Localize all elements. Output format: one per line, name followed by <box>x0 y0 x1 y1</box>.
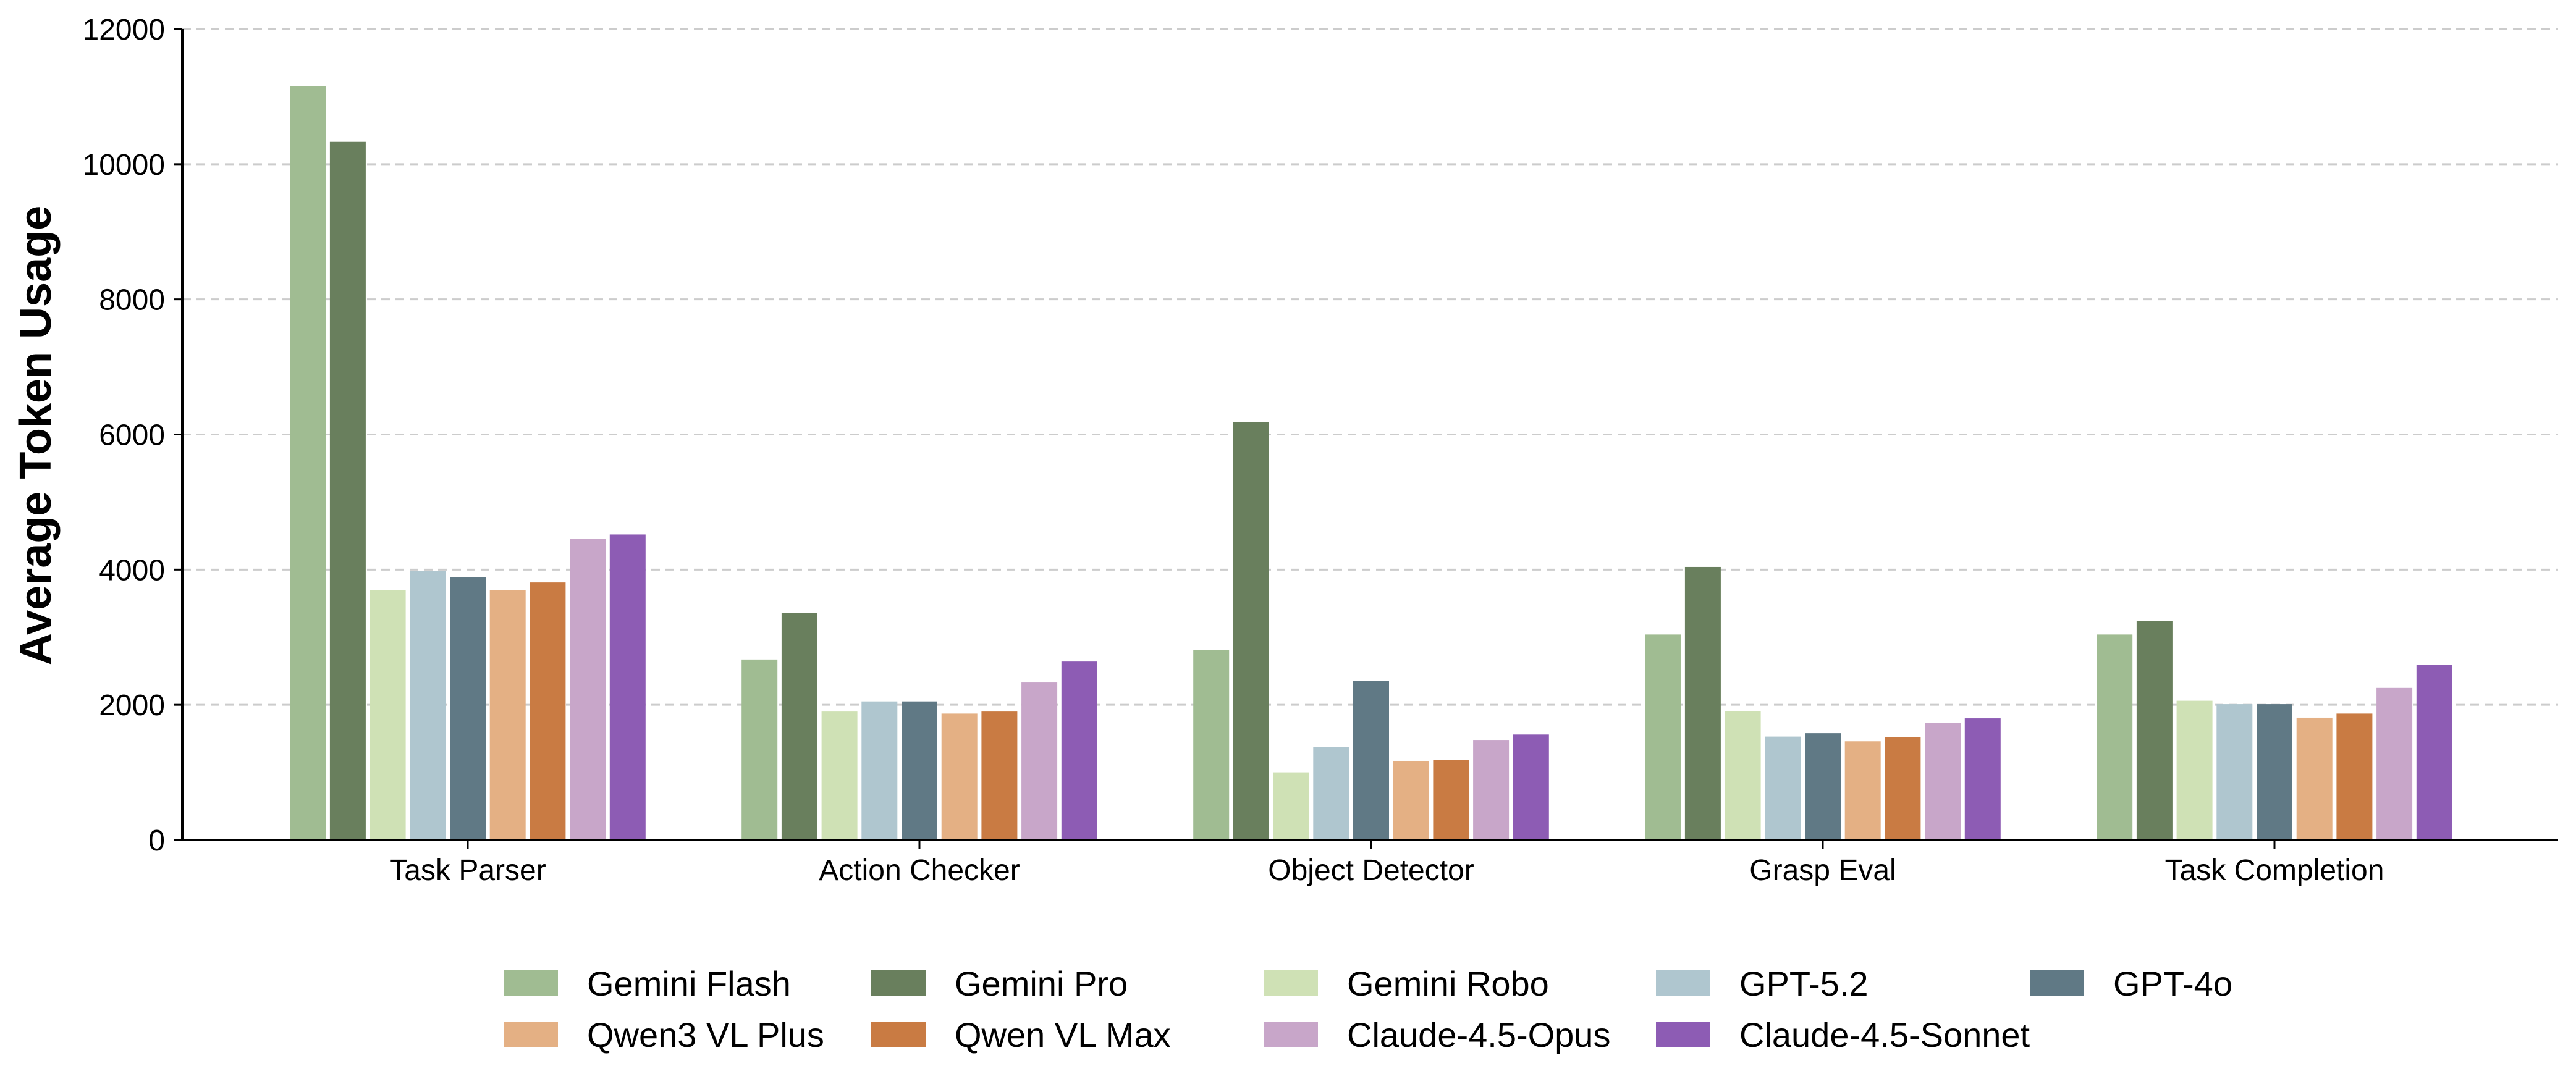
bar <box>570 539 606 840</box>
legend-swatch <box>504 1022 558 1047</box>
bar <box>1725 711 1761 840</box>
bar <box>1393 760 1429 840</box>
bar <box>2216 704 2253 840</box>
bar <box>329 141 366 840</box>
bar <box>2296 717 2333 840</box>
bar <box>450 577 486 840</box>
legend-label: Gemini Flash <box>587 964 791 1003</box>
x-ticks: Task Parser Action Checker Object Detector… <box>389 840 2384 887</box>
bar <box>1193 650 1230 840</box>
bar <box>1684 566 1721 840</box>
bar <box>861 701 898 840</box>
bar <box>370 590 406 840</box>
bar <box>2097 634 2133 840</box>
bar <box>1353 681 1389 840</box>
legend-label: Claude-4.5-Opus <box>1347 1015 1610 1054</box>
legend-swatch <box>871 970 926 996</box>
x-tick-label: Object Detector <box>1268 854 1474 887</box>
x-tick-label: Action Checker <box>819 854 1020 887</box>
bar <box>1433 760 1469 840</box>
bar <box>609 534 646 840</box>
legend-swatch <box>2030 970 2084 996</box>
bar <box>290 86 326 841</box>
x-tick-label: Task Completion <box>2165 854 2384 887</box>
legend-swatch <box>1656 1022 1710 1047</box>
y-tick-label: 2000 <box>99 689 165 722</box>
bars <box>290 86 2452 841</box>
bar <box>902 701 937 840</box>
legend-swatch <box>1264 1022 1318 1047</box>
legend-swatch <box>1656 970 1710 996</box>
y-ticks: 0 2000 4000 6000 8000 10000 12000 <box>83 14 182 857</box>
y-tick-label: 8000 <box>99 284 165 317</box>
bar <box>821 711 858 840</box>
legend-label: GPT-4o <box>2113 964 2232 1003</box>
bar <box>530 582 566 840</box>
bar <box>1273 772 1309 840</box>
bar <box>941 713 978 840</box>
bar <box>1313 747 1349 840</box>
bar <box>1925 723 1961 840</box>
legend-label: Gemini Pro <box>955 964 1128 1003</box>
bar <box>2376 687 2413 840</box>
legend-swatch <box>504 970 558 996</box>
y-axis-label: Average Token Usage <box>11 206 61 665</box>
y-tick-label: 0 <box>148 825 165 857</box>
legend-label: Claude-4.5-Sonnet <box>1739 1015 2030 1054</box>
y-tick-label: 12000 <box>83 14 165 46</box>
bar <box>1805 733 1841 840</box>
bar <box>1513 734 1549 840</box>
bar <box>781 613 817 840</box>
bar <box>410 571 446 840</box>
bar <box>1021 682 1058 840</box>
bar <box>981 711 1018 840</box>
legend-swatch <box>1264 970 1318 996</box>
legend-swatch <box>871 1022 926 1047</box>
bar <box>2416 665 2452 840</box>
x-tick-label: Task Parser <box>389 854 546 887</box>
bar <box>2176 700 2213 840</box>
bar <box>741 659 778 840</box>
legend-label: Gemini Robo <box>1347 964 1549 1003</box>
legend-label: Qwen VL Max <box>955 1015 1171 1054</box>
bar <box>1061 661 1097 840</box>
bar <box>2257 704 2292 840</box>
bar <box>1844 741 1881 840</box>
bar <box>2136 621 2173 840</box>
bar <box>1473 740 1510 840</box>
legend-label: GPT-5.2 <box>1739 964 1869 1003</box>
legend-label: Qwen3 VL Plus <box>587 1015 824 1054</box>
bar <box>1885 737 1921 840</box>
x-tick-label: Grasp Eval <box>1749 854 1896 887</box>
y-tick-label: 4000 <box>99 554 165 587</box>
bar <box>1233 422 1269 840</box>
y-tick-label: 6000 <box>99 419 165 452</box>
bar <box>2336 713 2373 840</box>
y-tick-label: 10000 <box>83 149 165 182</box>
legend: Gemini Flash Gemini Pro Gemini Robo GPT-5.2… <box>504 964 2232 1054</box>
bar <box>1964 718 2001 840</box>
bar <box>1645 634 1681 840</box>
bar <box>1765 736 1801 840</box>
bar <box>489 590 526 840</box>
